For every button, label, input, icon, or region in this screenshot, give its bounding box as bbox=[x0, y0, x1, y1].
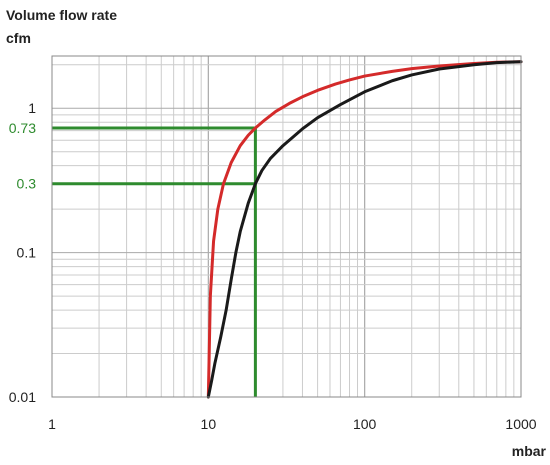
x-tick-label: 1 bbox=[48, 416, 56, 432]
y-tick-label: 0.01 bbox=[9, 389, 36, 405]
y-tick-label: 1 bbox=[28, 100, 36, 116]
grid bbox=[51, 56, 522, 398]
annotation-tick-label: 0.3 bbox=[17, 176, 37, 192]
series-line-1 bbox=[206, 60, 523, 399]
tick-labels: 1 10 100 1000 0.01 0.1 1 0.73 0.3 bbox=[9, 100, 537, 432]
guide-lines bbox=[52, 126, 257, 397]
y-tick-label: 0.1 bbox=[17, 245, 37, 261]
x-tick-label: 1000 bbox=[505, 416, 536, 432]
annotation-tick-label: 0.73 bbox=[9, 120, 36, 136]
x-tick-label: 100 bbox=[353, 416, 377, 432]
y-axis-label-line2: cfm bbox=[6, 30, 31, 46]
series-layer bbox=[206, 60, 523, 399]
plot-frame bbox=[51, 55, 522, 398]
x-axis-label: mbar bbox=[512, 443, 547, 459]
x-tick-label: 10 bbox=[201, 416, 217, 432]
y-axis-label-line1: Volume flow rate bbox=[6, 7, 117, 23]
series-line-2 bbox=[206, 60, 523, 399]
